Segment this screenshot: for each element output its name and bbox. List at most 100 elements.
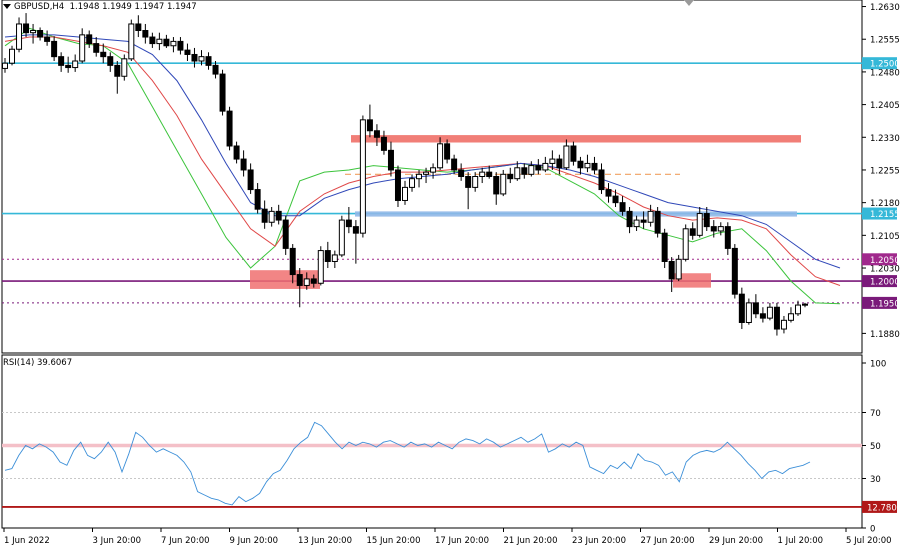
candle-body [794,304,801,315]
candle-body [507,173,514,180]
price-tick-label: 1.2105 [870,232,900,242]
level-label: 1.2500 [870,60,900,70]
candle-body [752,302,759,315]
candle-body [556,158,563,169]
candle-body [696,213,703,236]
candle-body [542,162,549,171]
candle-body [500,173,507,195]
candle-body [640,219,647,223]
candle-body [163,38,170,47]
candle-body [577,160,584,169]
level-label-box [862,275,897,288]
candle-body [759,313,766,319]
chart-header: GBPUSD,H4 1.1948 1.1949 1.1947 1.1947 [3,2,197,12]
candle-body [444,143,451,160]
price-tick-label: 1.2030 [870,265,900,275]
candle-body [598,169,605,191]
level-label-box [862,253,897,266]
candle-body [710,226,717,232]
moving-average-slow [4,34,841,269]
resistance-zone [351,135,801,143]
candle-body [142,30,149,38]
time-tick-label: 3 Jun 20:00 [93,536,142,546]
level-label: 1.2050 [870,256,900,266]
candle-body [479,171,486,177]
candle-body [535,165,542,171]
candle-body [156,38,163,45]
candle-body [128,23,135,60]
candle-body [724,226,731,249]
time-tick-label: 29 Jun 20:00 [709,536,763,546]
candle-body [268,210,275,223]
candle-body [2,62,8,69]
rsi-header: RSI(14) 39.6067 [3,358,73,368]
time-tick-label: 21 Jun 20:00 [504,536,558,546]
candle-body [409,178,416,188]
candle-body [717,226,724,232]
candle-body [563,145,570,169]
candle-body [584,162,591,169]
candle-body [212,64,219,75]
candle-body [745,302,752,323]
candle-body [23,23,30,34]
candle-body [282,219,289,249]
candle-body [661,232,668,262]
candle-body [703,213,710,228]
time-tick-label: 1 Jul 20:00 [778,536,824,546]
time-tick-label: 5 Jul 20:00 [846,536,892,546]
candle-body [451,158,458,171]
candle-body [289,247,296,276]
rsi-tick-label: 0 [870,525,875,535]
candle-body [766,306,773,319]
candle-body [486,171,493,177]
candle-body [184,49,191,55]
candle-body [773,306,780,330]
level-label: 1.2155 [870,210,900,220]
time-tick-label: 1 Jun 2022 [4,536,50,546]
candle-body [689,228,696,236]
candle-body [226,110,233,147]
rsi-layer [2,412,862,508]
candle-body [9,48,16,64]
candle-body [296,274,303,286]
candle-body [366,119,373,132]
candle-body [731,247,738,295]
time-tick-label: 15 Jun 20:00 [367,536,421,546]
candle-body [114,64,121,77]
candle-body [654,210,661,234]
time-tick-label: 23 Jun 20:00 [572,536,626,546]
candle-body [514,167,521,180]
candle-body [458,169,465,178]
candle-body [338,219,345,256]
rsi-line [4,421,811,506]
candle-body [331,254,338,262]
dropdown-triangle-icon[interactable] [3,4,11,9]
candle-body [380,136,387,151]
candle-body [303,278,310,286]
candle-body [668,260,675,280]
candle-body [16,23,23,50]
candle-body [275,210,282,221]
level-label: 1.2000 [870,278,900,288]
candle-body [437,143,444,169]
candle-body [359,119,366,234]
time-tick-label: 9 Jun 20:00 [230,536,279,546]
candles-layer [2,13,808,336]
candle-body [345,219,352,228]
price-tick-label: 1.2480 [870,68,900,78]
candle-body [605,189,612,197]
candle-body [310,278,317,284]
level-label-box [862,207,897,220]
price-tick-label: 1.2555 [870,36,900,46]
candle-body [100,51,107,58]
rsi-tick-label: 100 [870,360,886,370]
candle-body [430,167,437,173]
candle-body [416,173,423,180]
rsi-panel-frame [1,354,863,529]
candle-body [402,186,408,201]
price-tick-label: 1.2255 [870,166,900,176]
candle-body [170,40,177,47]
candle-body [205,56,212,66]
candle-body [247,169,254,191]
rsi-level-label-box [862,500,897,513]
